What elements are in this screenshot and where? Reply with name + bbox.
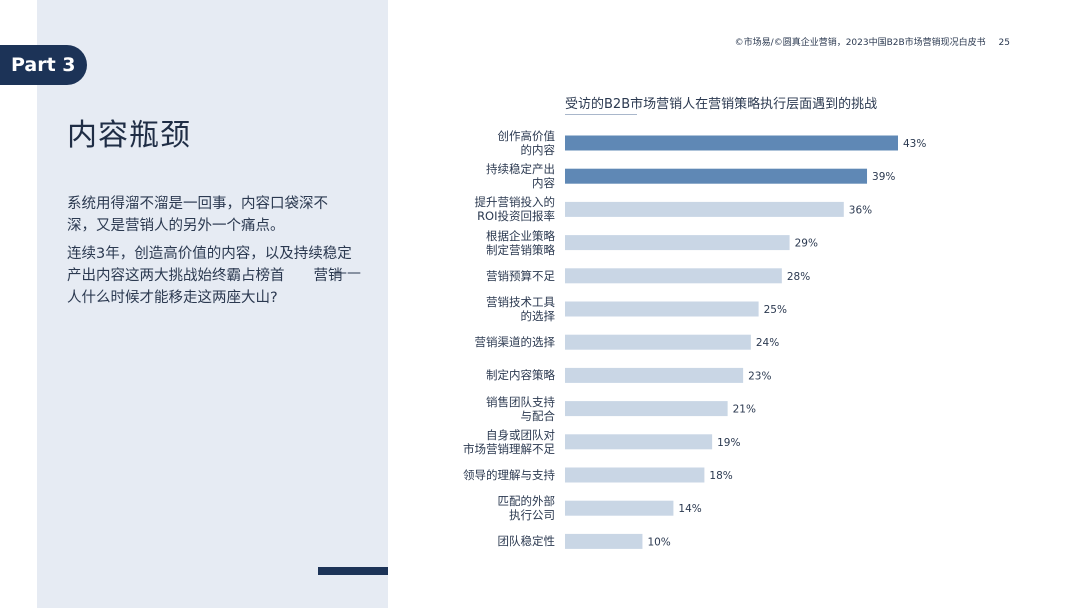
category-label-7: 制定内容策略 [486, 368, 555, 383]
category-label-6: 营销渠道的选择 [474, 335, 556, 350]
category-label-1: 持续稳定产出 内容 [486, 162, 555, 191]
left-panel [37, 0, 388, 608]
bottom-accent-bar [318, 567, 388, 575]
value-label-2: 36% [849, 204, 872, 216]
bar-5 [565, 301, 759, 317]
value-label-6: 24% [756, 337, 779, 349]
value-label-1: 39% [872, 171, 895, 183]
part-badge: Part 3 [0, 45, 87, 85]
bar-0 [565, 135, 898, 151]
description-paragraph-2: 连续3年，创造高价值的内容，以及持续稳定产出内容这两大挑战始终霸占榜首 营销人什… [67, 246, 352, 306]
bar-12 [565, 533, 643, 549]
source-citation: ©市场易/©圆真企业营销，2023中国B2B市场营销现况白皮书 25 [735, 35, 1010, 48]
dash-decoration: —— [333, 265, 361, 281]
page-title: 内容瓶颈 [67, 118, 191, 153]
bar-1 [565, 168, 868, 184]
description-paragraph-1: 系统用得溜不溜是一回事，内容口袋深不深，又是营销人的另外一个痛点。 [67, 196, 328, 234]
category-label-8: 销售团队支持 与配合 [486, 394, 555, 423]
chart-title: 受访的B2B市场营销人在营销策略执行层面遇到的挑战 [565, 97, 878, 112]
value-label-8: 21% [733, 404, 756, 416]
source-text: ©市场易/©圆真企业营销，2023中国B2B市场营销现况白皮书 [734, 38, 986, 48]
bar-10 [565, 467, 705, 483]
category-label-2: 提升营销投入的 ROI投资回报率 [474, 195, 556, 224]
category-label-3: 根据企业策略 制定营销策略 [486, 228, 555, 257]
chart-title-underline [565, 114, 637, 115]
bar-2 [565, 201, 844, 217]
bar-4 [565, 268, 782, 284]
value-label-10: 18% [709, 470, 732, 482]
value-label-9: 19% [717, 437, 740, 449]
bar-8 [565, 401, 728, 417]
category-label-0: 创作高价值 的内容 [497, 129, 556, 157]
category-label-12: 团队稳定性 [497, 534, 556, 549]
bar-3 [565, 235, 790, 251]
category-label-5: 营销技术工具 的选择 [486, 295, 555, 323]
bar-9 [565, 434, 713, 450]
value-label-11: 14% [678, 503, 701, 515]
value-label-3: 29% [795, 238, 818, 250]
bar-6 [565, 334, 751, 350]
category-label-9: 自身或团队对 市场营销理解不足 [463, 427, 555, 456]
category-label-10: 领导的理解与支持 [463, 468, 555, 482]
value-label-5: 25% [764, 304, 787, 316]
value-label-12: 10% [647, 536, 670, 548]
bar-7 [565, 367, 744, 383]
value-label-0: 43% [903, 138, 926, 150]
category-label-4: 营销预算不足 [486, 268, 555, 283]
category-label-11: 匹配的外部 执行公司 [497, 494, 556, 523]
value-label-4: 28% [787, 271, 810, 283]
bar-11 [565, 500, 674, 516]
value-label-7: 23% [748, 370, 771, 382]
page-number: 25 [998, 38, 1010, 48]
